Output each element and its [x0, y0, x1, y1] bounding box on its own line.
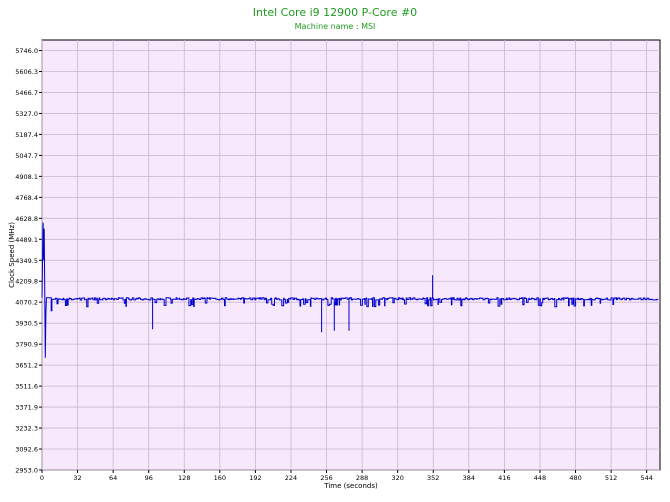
x-tick-label: 96 — [145, 474, 153, 482]
y-tick-label: 3232.3 — [15, 425, 38, 433]
x-tick-label: 512 — [605, 474, 617, 482]
x-axis-label: Time (seconds) — [323, 482, 378, 490]
x-tick-label: 224 — [285, 474, 297, 482]
x-tick-label: 64 — [109, 474, 117, 482]
y-tick-label: 5606.3 — [15, 68, 38, 76]
y-tick-label: 4908.1 — [15, 173, 38, 181]
x-tick-label: 352 — [427, 474, 439, 482]
y-tick-label: 5187.4 — [15, 131, 38, 139]
plot-area — [41, 39, 661, 471]
y-tick-label: 2953.0 — [15, 467, 38, 475]
x-axis-ticks: 0 32 64 96 128 160 192 224 256 288 320 352 384 416 448… — [40, 470, 653, 482]
x-tick-label: 128 — [178, 474, 190, 482]
y-tick-label: 4349.5 — [15, 257, 38, 265]
x-tick-label: 320 — [391, 474, 403, 482]
x-tick-label: 256 — [320, 474, 332, 482]
y-tick-label: 3092.6 — [15, 446, 38, 454]
y-tick-label: 3790.9 — [15, 341, 38, 349]
y-tick-label: 4628.8 — [15, 215, 38, 223]
y-tick-label: 3511.6 — [15, 383, 38, 391]
y-axis-ticks: 2953.0 3092.6 3232.3 3371.9 3511.6 3651.2 3790… — [15, 47, 42, 475]
y-tick-label: 5327.0 — [15, 110, 38, 118]
y-tick-label: 5746.0 — [15, 47, 38, 55]
y-tick-label: 5047.7 — [15, 152, 38, 160]
x-tick-label: 32 — [73, 474, 81, 482]
x-tick-label: 416 — [498, 474, 510, 482]
grid-lines — [41, 40, 660, 471]
y-axis-label: Clock Speed (MHz) — [8, 222, 16, 288]
series-line-clock-speed — [41, 222, 659, 358]
x-tick-label: 384 — [463, 474, 475, 482]
y-tick-label: 4768.4 — [15, 194, 38, 202]
y-tick-label: 4070.2 — [15, 299, 38, 307]
y-tick-label: 3930.5 — [15, 320, 38, 328]
x-tick-label: 288 — [356, 474, 368, 482]
y-tick-label: 4209.8 — [15, 278, 38, 286]
x-tick-label: 480 — [569, 474, 581, 482]
chart-title: Intel Core i9 12900 P-Core #0 — [252, 6, 418, 19]
x-tick-label: 192 — [249, 474, 261, 482]
x-tick-label: 0 — [40, 474, 44, 482]
y-tick-label: 3371.9 — [15, 404, 38, 412]
y-tick-label: 4489.1 — [15, 236, 38, 244]
x-tick-label: 448 — [534, 474, 546, 482]
y-tick-label: 5466.7 — [15, 89, 38, 97]
x-tick-label: 160 — [214, 474, 226, 482]
chart-subtitle: Machine name : MSI — [294, 22, 376, 31]
x-tick-label: 544 — [640, 474, 652, 482]
y-tick-label: 3651.2 — [15, 362, 38, 370]
